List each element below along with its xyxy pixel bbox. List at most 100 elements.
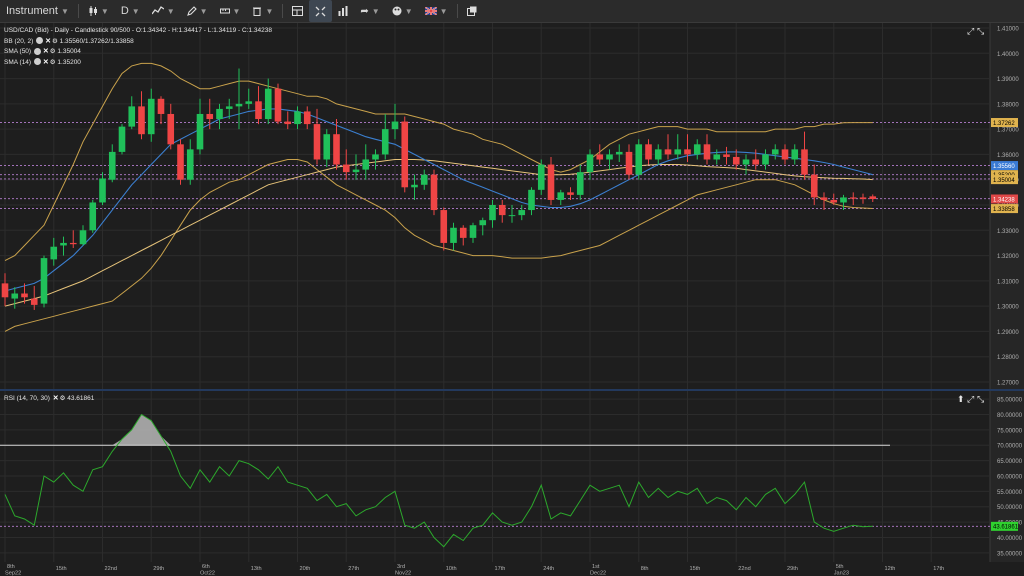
candle-body xyxy=(274,88,282,122)
candle-body xyxy=(401,121,409,188)
time-tick-label: 8th xyxy=(7,564,15,570)
candle-body xyxy=(108,151,116,180)
price-chart-panel[interactable]: 1.41000 1.40000 1.39000 1.38000 1.37000 1.360… xyxy=(0,23,1024,389)
eye-icon[interactable] xyxy=(33,58,41,66)
drawing-tools-button[interactable]: ▼ xyxy=(181,0,214,22)
time-tick-label: 1st xyxy=(592,564,600,570)
price-tag xyxy=(991,118,1018,128)
price-tag xyxy=(991,175,1018,185)
popout-button[interactable] xyxy=(461,0,483,22)
gear-icon[interactable]: ⚙ xyxy=(59,395,66,402)
expand-icon[interactable]: ⤢ xyxy=(967,26,975,36)
candle-body xyxy=(713,154,721,160)
price-tick-label: 1.31000 xyxy=(997,279,1019,285)
candle-body xyxy=(118,126,126,152)
candle-body xyxy=(391,121,399,130)
time-tick-label: 27th xyxy=(348,566,359,572)
price-chart[interactable]: 1.41000 1.40000 1.39000 1.38000 1.37000 1.360… xyxy=(0,23,1024,389)
instrument-dropdown[interactable]: Instrument ▼ xyxy=(0,0,75,22)
legend-ohlc: O:1.34342 - H:1.34417 - L:1.34119 - C:1.… xyxy=(135,27,272,34)
candle-body xyxy=(216,108,223,120)
candle-body xyxy=(615,151,623,155)
candle-body xyxy=(781,149,789,160)
candle-body xyxy=(79,230,87,245)
theme-button[interactable]: ▼ xyxy=(386,0,419,22)
popout-pane-icon[interactable]: ⤡ xyxy=(977,394,985,404)
share-button[interactable]: ➦ ▼ xyxy=(354,0,385,22)
legend-sma14-name: SMA (14) xyxy=(4,58,32,66)
candlestick-icon xyxy=(89,6,97,16)
price-tick-label: 1.30000 xyxy=(997,305,1019,311)
gear-icon[interactable]: ⚙ xyxy=(51,37,58,45)
candle-body xyxy=(830,199,838,203)
chart-type-button[interactable]: ▼ xyxy=(82,0,115,22)
price-tick-label: 1.29000 xyxy=(997,330,1019,336)
delete-drawings-button[interactable]: ▼ xyxy=(246,0,279,22)
rsi-value-tag-label: 43.61861 xyxy=(993,525,1019,531)
measure-button[interactable]: ▼ xyxy=(214,0,247,22)
expand-icon[interactable]: ⤢ xyxy=(967,394,975,404)
bar-chart-button[interactable] xyxy=(332,0,354,22)
time-tick-label: 29th xyxy=(153,566,164,572)
time-axis[interactable]: 8th Sep22 15th 22nd 29th 6th Oct22 13th 20th 27th… xyxy=(0,562,1024,576)
indicators-button[interactable]: ▼ xyxy=(146,0,181,22)
candle-body xyxy=(342,164,350,173)
rsi-tick-label: 60.00000 xyxy=(997,474,1023,480)
crosshair-button[interactable] xyxy=(309,0,333,22)
candle-body xyxy=(60,242,67,246)
gear-icon[interactable]: ⚙ xyxy=(49,48,56,55)
candle-body xyxy=(625,151,633,175)
time-tick-label: 17th xyxy=(495,566,506,572)
eye-icon[interactable] xyxy=(36,37,44,45)
candle-body xyxy=(635,144,643,175)
candle-body xyxy=(771,149,779,155)
price-tick-label: 1.33000 xyxy=(997,229,1019,235)
candle-body xyxy=(596,154,604,160)
candle-body xyxy=(372,154,379,160)
time-tick-label: 17th xyxy=(933,566,944,572)
language-button[interactable]: ▼ xyxy=(419,0,454,22)
candle-body xyxy=(21,293,28,298)
rsi-value-tag xyxy=(991,521,1018,531)
rsi-panel[interactable]: 85.00000 80.00000 75.00000 70.00000 65.00000… xyxy=(0,391,1024,562)
close-icon[interactable]: ✕ xyxy=(42,48,49,55)
close-icon[interactable]: ✕ xyxy=(42,58,49,66)
gear-icon[interactable]: ⚙ xyxy=(49,58,56,66)
rsi-axis-bg xyxy=(990,391,1024,562)
uk-flag-icon xyxy=(424,7,437,15)
price-tick-label: 1.36000 xyxy=(997,153,1019,159)
timeframe-dropdown[interactable]: D ▼ xyxy=(115,0,146,22)
candle-body xyxy=(586,154,594,173)
rsi-tick-label: 40.00000 xyxy=(997,536,1023,542)
chevron-down-icon: ▼ xyxy=(232,6,241,16)
price-tick-label: 1.39000 xyxy=(997,77,1019,83)
price-tag xyxy=(991,161,1018,171)
popout-pane-icon[interactable]: ⤡ xyxy=(977,26,985,36)
candle-body xyxy=(352,169,360,173)
candle-body xyxy=(547,164,555,200)
price-tag-label: 1.35560 xyxy=(993,164,1015,170)
move-up-icon[interactable]: ⬆ xyxy=(957,394,965,404)
pane-divider[interactable] xyxy=(0,389,1024,391)
close-icon[interactable]: ✕ xyxy=(52,395,59,402)
close-icon[interactable]: ✕ xyxy=(45,37,51,45)
candle-body xyxy=(411,184,418,188)
candle-body xyxy=(693,144,701,155)
chevron-down-icon: ▼ xyxy=(100,6,109,16)
candle-body xyxy=(664,149,672,155)
eye-icon[interactable] xyxy=(33,47,41,55)
candle-body xyxy=(362,159,370,170)
rsi-chart[interactable]: 85.00000 80.00000 75.00000 70.00000 65.00000… xyxy=(0,391,1024,562)
candle-body xyxy=(264,88,272,120)
layout-button[interactable] xyxy=(286,0,309,22)
legend-bb-name: BB (20, 2) xyxy=(4,37,34,45)
time-tick-month-label: Dec22 xyxy=(590,571,606,576)
candle-body xyxy=(157,98,165,114)
chevron-down-icon: ▼ xyxy=(371,6,380,16)
legend-sma50-name: SMA (50) xyxy=(4,48,32,55)
candle-body xyxy=(1,283,9,298)
candle-body xyxy=(762,154,769,165)
candle-body xyxy=(576,172,584,195)
candle-body xyxy=(440,210,448,243)
candle-body xyxy=(11,293,19,299)
